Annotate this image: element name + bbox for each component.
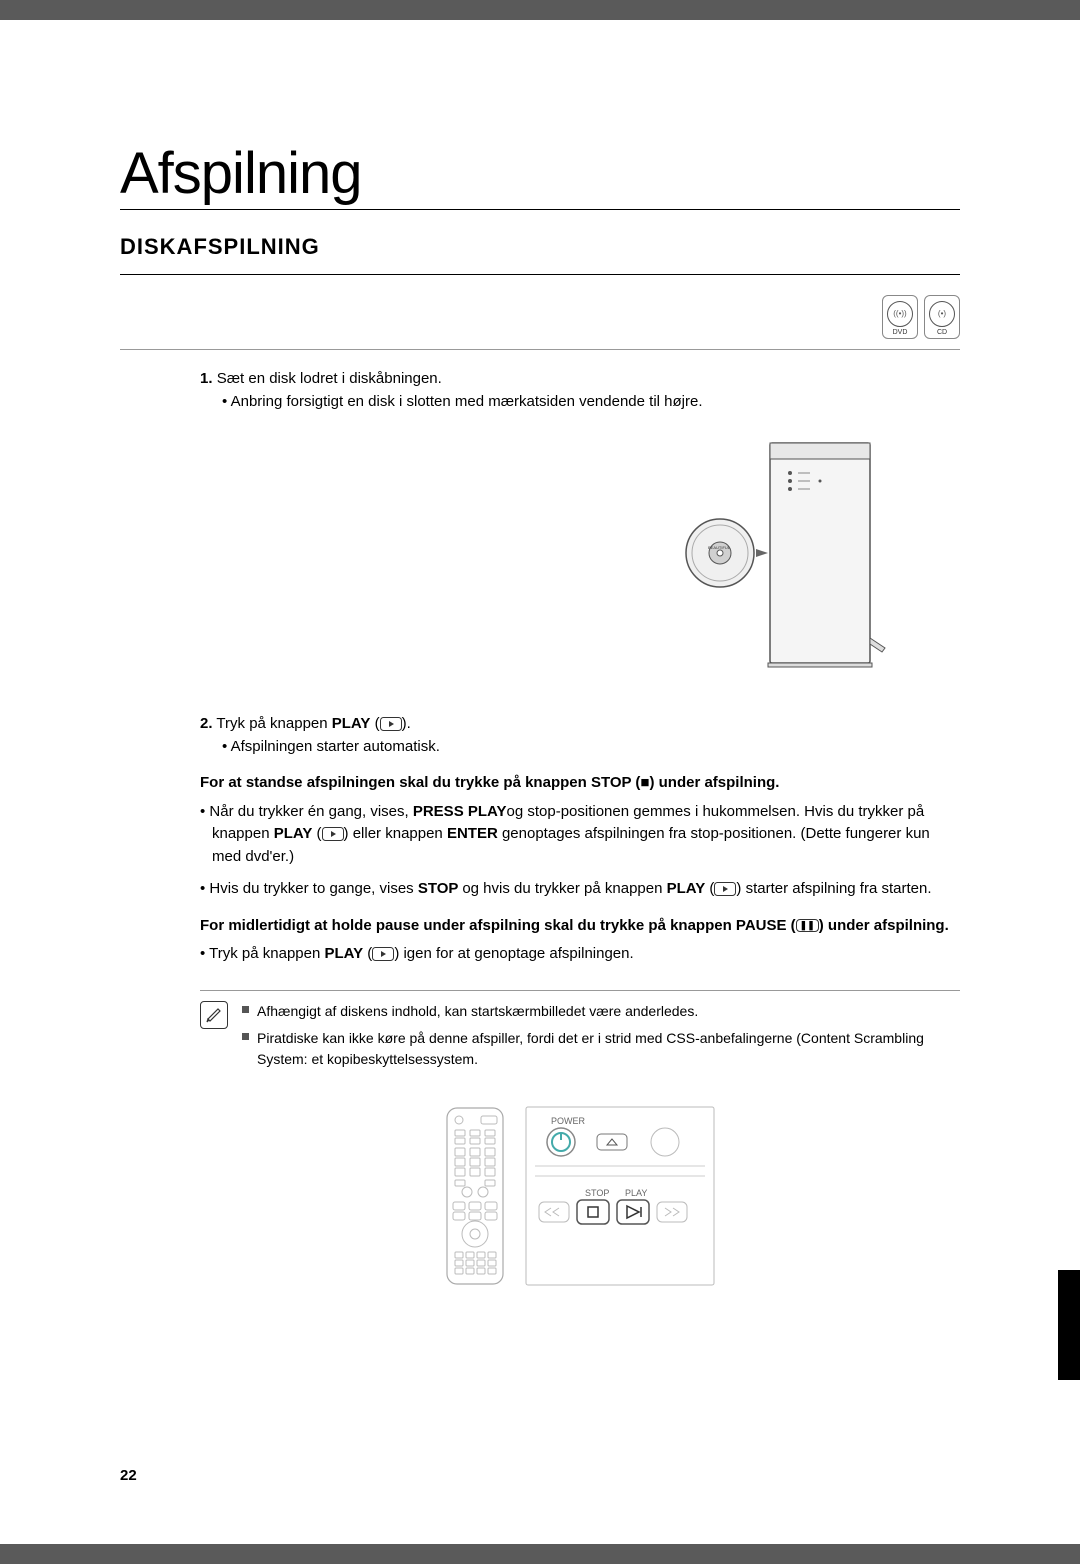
stop-heading: For at standse afspilningen skal du tryk… (200, 772, 960, 795)
pause-bullet-1: • Tryk på knappen PLAY ( ) igen for at ge… (200, 943, 960, 966)
pause-heading-post: ) under afspilning. (819, 917, 949, 934)
stop-label: STOP (418, 880, 462, 897)
bullet-square (242, 1006, 249, 1013)
step-sub: • Afspilningen starter automatisk. (200, 736, 960, 759)
divider (120, 349, 960, 350)
bullet-text: ) starter afspilning fra starten. (736, 880, 931, 897)
step-1: 1. Sæt en disk lodret i diskåbningen. • … (200, 368, 960, 413)
section-tab (1058, 1270, 1080, 1380)
play-label: PLAY (667, 880, 706, 897)
step-sub: • Anbring forsigtigt en disk i slotten m… (200, 391, 960, 414)
bullet-text: • Tryk på knappen (200, 945, 325, 962)
stop-label: STOP (585, 1188, 609, 1198)
play-label: PLAY (325, 945, 364, 962)
bullet-text: ( (363, 945, 372, 962)
disc-label: CD (937, 329, 947, 336)
play-label: PLAY (332, 715, 371, 732)
pause-heading-pre: For midlertidigt at holde pause under af… (200, 917, 796, 934)
disc-circle: ((•)) (887, 301, 913, 327)
remote-illustration: POWER STOP PLAY (200, 1106, 960, 1286)
page-title: Afspilning (120, 140, 960, 210)
step-2: 2. Tryk på knappen PLAY (). • Afspilning… (200, 713, 960, 758)
step-number: 2. (200, 715, 213, 732)
content-body: 1. Sæt en disk lodret i diskåbningen. • … (120, 368, 960, 1286)
bullet-text: ( (312, 825, 321, 842)
document-page: Afspilning DISKAFSPILNING ((•)) DVD (•) … (0, 20, 1080, 1544)
pause-heading: For midlertidigt at holde pause under af… (200, 915, 960, 938)
stop-heading-post: ) under afspilning. (649, 774, 779, 791)
note-block: Afhængigt af diskens indhold, kan starts… (200, 1001, 960, 1076)
note-icon (200, 1001, 228, 1029)
stop-bullet-1: • Når du trykker én gang, vises, PRESS P… (200, 801, 960, 869)
enter-label: ENTER (447, 825, 502, 842)
svg-text:BEAUTIFUL: BEAUTIFUL (708, 545, 731, 550)
note-line: Piratdiske kan ikke køre på denne afspil… (242, 1028, 960, 1070)
page-number: 22 (120, 1467, 137, 1484)
disc-label: DVD (893, 329, 908, 336)
dvd-icon: ((•)) DVD (882, 295, 918, 339)
step-paren-open: ( (370, 715, 379, 732)
stop-heading-pre: For at standse afspilningen skal du tryk… (200, 774, 640, 791)
play-button-icon (372, 947, 394, 961)
bullet-text: og hvis du trykker på knappen (462, 880, 666, 897)
bullet-text: ( (705, 880, 714, 897)
play-label: PLAY (625, 1188, 647, 1198)
note-text: Piratdiske kan ikke køre på denne afspil… (257, 1028, 960, 1070)
bullet-text: • Hvis du trykker to gange, vises (200, 880, 418, 897)
note-divider (200, 990, 960, 991)
device-illustration: BEAUTIFUL (200, 433, 960, 683)
step-paren-close: ). (402, 715, 411, 732)
note-line: Afhængigt af diskens indhold, kan starts… (242, 1001, 960, 1022)
play-label: PLAY (274, 825, 313, 842)
power-label: POWER (551, 1116, 586, 1126)
step-text-pre: Tryk på knappen (216, 715, 331, 732)
cd-icon: (•) CD (924, 295, 960, 339)
note-lines: Afhængigt af diskens indhold, kan starts… (242, 1001, 960, 1076)
bullet-text: • Når du trykker én gang, vises, (200, 803, 413, 820)
bullet-text: ) igen for at genoptage afspilningen. (394, 945, 633, 962)
step-number: 1. (200, 370, 213, 387)
bullet-square (242, 1033, 249, 1040)
section-heading: DISKAFSPILNING (120, 234, 960, 275)
stop-bullet-2: • Hvis du trykker to gange, vises STOP o… (200, 878, 960, 901)
play-button-icon (380, 717, 402, 731)
note-text: Afhængigt af diskens indhold, kan starts… (257, 1001, 698, 1022)
play-button-icon (322, 827, 344, 841)
pause-button-icon: ❚❚ (796, 919, 819, 932)
disc-format-icons: ((•)) DVD (•) CD (120, 295, 960, 339)
press-play-label: PRESS PLAY (413, 803, 507, 820)
disc-circle: (•) (929, 301, 955, 327)
step-text: Sæt en disk lodret i diskåbningen. (217, 370, 442, 387)
bullet-text: ) eller knappen (344, 825, 447, 842)
play-button-icon (714, 882, 736, 896)
